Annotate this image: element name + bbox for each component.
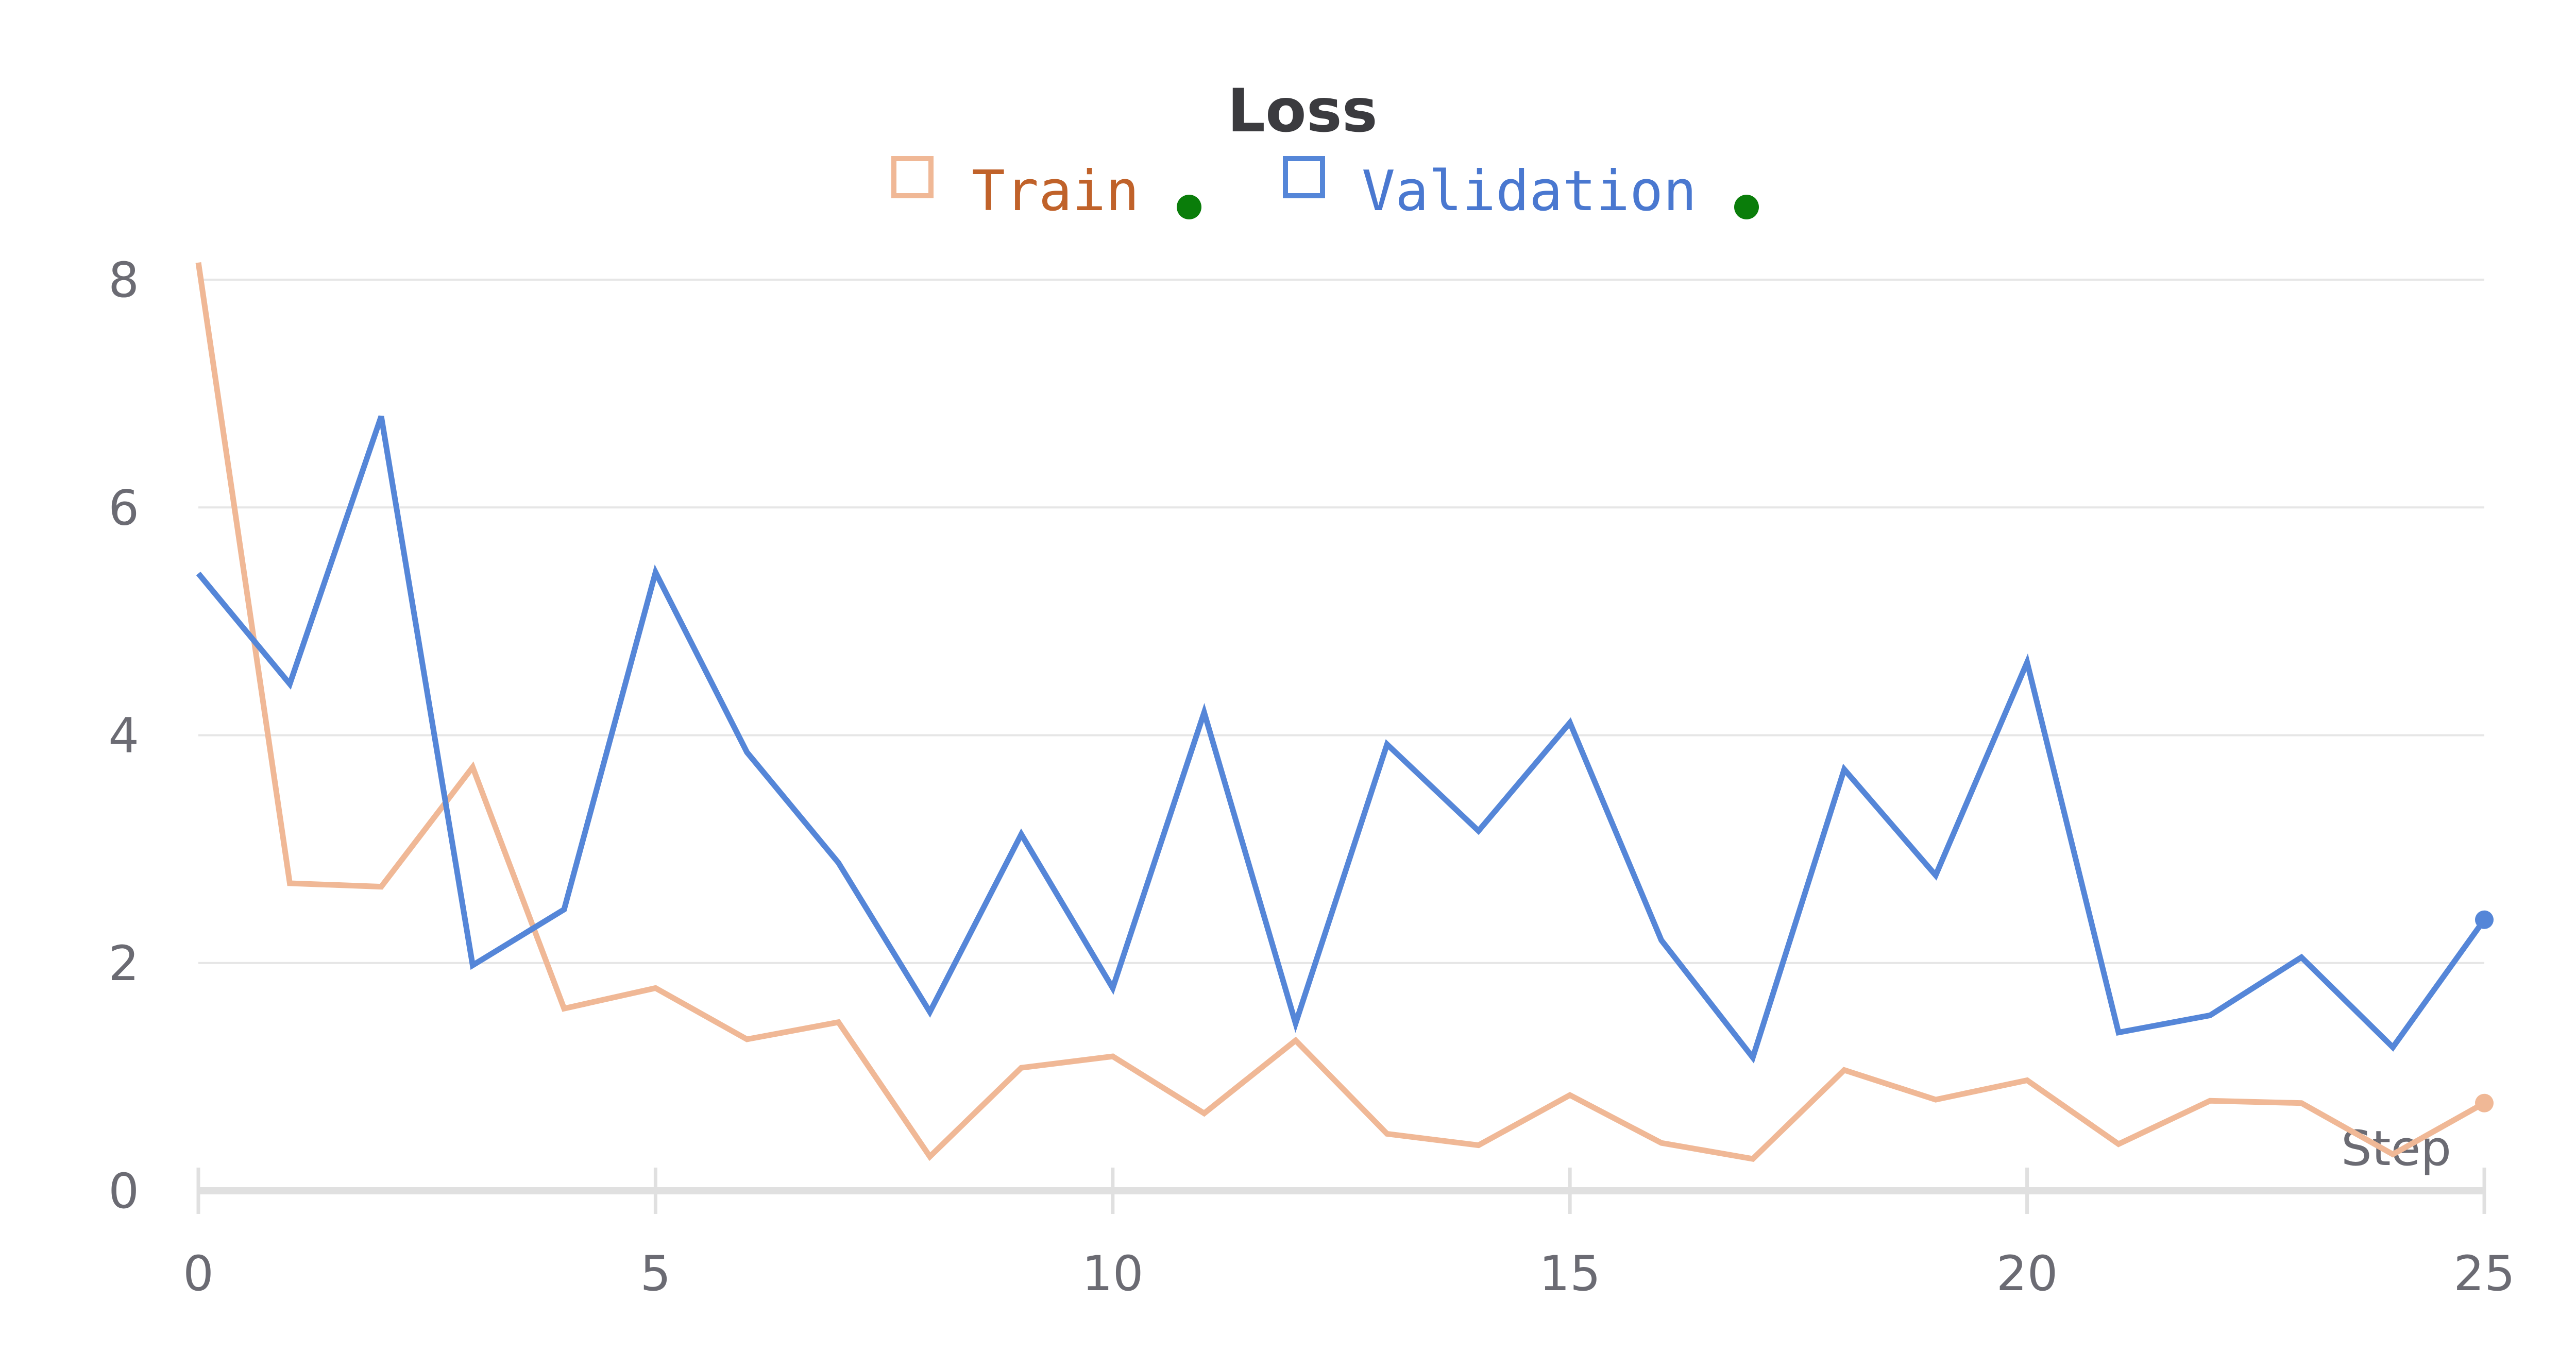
y-tick-label-0: 0 [108, 1163, 139, 1220]
x-tick-label-15: 15 [1539, 1246, 1601, 1302]
x-tick-label-10: 10 [1082, 1246, 1144, 1302]
x-tick-label-0: 0 [183, 1246, 214, 1302]
x-tick-label-25: 25 [2453, 1246, 2515, 1302]
y-tick-label-4: 4 [108, 708, 139, 764]
series-layer [195, 262, 2494, 1162]
chart-title: Loss [1227, 76, 1378, 146]
legend-label-train: Train [972, 159, 1139, 224]
y-tick-label-8: 8 [108, 252, 139, 309]
legend-status-dot-train [1177, 195, 1201, 219]
series-end-point-train [2475, 1093, 2494, 1112]
legend-label-validation: Validation [1362, 159, 1697, 224]
legend-item-train[interactable]: Train [891, 156, 1201, 224]
legend: Train Validation [891, 156, 1759, 224]
legend-swatch-train [891, 156, 934, 198]
x-axis: 0 5 10 15 20 25 [183, 1168, 2515, 1302]
legend-status-dot-validation [1734, 195, 1759, 219]
series-end-point-validation [2475, 910, 2494, 929]
x-tick-label-20: 20 [1996, 1246, 2058, 1302]
series-line-train [195, 262, 2486, 1162]
x-tick-label-5: 5 [640, 1246, 671, 1302]
grid-lines [198, 279, 2484, 964]
series-line-validation [196, 415, 2487, 1064]
legend-item-validation[interactable]: Validation [1283, 156, 1759, 224]
legend-swatch-validation [1283, 156, 1325, 198]
y-tick-label-6: 6 [108, 480, 139, 536]
y-tick-label-2: 2 [108, 936, 139, 992]
y-axis-ticks: 0 2 4 6 8 [108, 252, 139, 1220]
